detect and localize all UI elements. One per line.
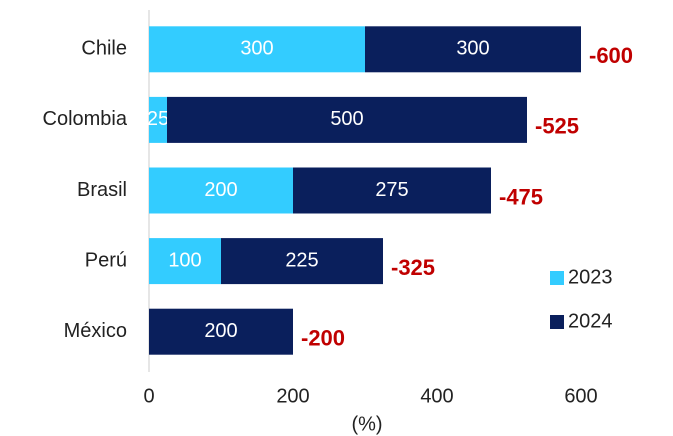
bar-segment (149, 167, 293, 214)
bar-segment (365, 26, 581, 73)
legend-label: 2023 (568, 266, 613, 288)
total-label: -475 (499, 184, 543, 209)
total-label: -325 (391, 255, 435, 280)
x-tick-label: 600 (564, 385, 597, 407)
bar-segment (293, 167, 491, 214)
data-label: 200 (204, 179, 237, 201)
legend-label: 2024 (568, 310, 613, 332)
data-label: 500 (330, 108, 363, 130)
x-tick-label: 0 (143, 385, 154, 407)
y-tick-label: México (64, 320, 127, 342)
data-label: 100 (168, 249, 201, 271)
y-tick-label: Brasil (77, 179, 127, 201)
legend-swatch (550, 271, 564, 285)
data-label: 225 (285, 249, 318, 271)
x-axis-label: (%) (351, 413, 382, 435)
data-label: 25 (147, 108, 169, 130)
data-label: 300 (240, 38, 273, 60)
bar-segment (149, 308, 293, 355)
y-tick-label: Perú (85, 249, 127, 271)
data-label: 300 (456, 38, 489, 60)
total-label: -525 (535, 114, 579, 139)
y-tick-label: Chile (81, 38, 127, 60)
y-tick-label: Colombia (43, 108, 128, 130)
total-label: -600 (589, 43, 633, 68)
bar-segment (149, 238, 221, 285)
total-label: -200 (301, 326, 345, 351)
bar-segment (149, 96, 167, 143)
bar-segment (221, 238, 383, 285)
data-label: 275 (375, 179, 408, 201)
x-tick-label: 200 (276, 385, 309, 407)
bar-segment (167, 96, 527, 143)
x-tick-label: 400 (420, 385, 453, 407)
bar-segment (149, 26, 365, 73)
data-label: 200 (204, 320, 237, 342)
legend-swatch (550, 315, 564, 329)
